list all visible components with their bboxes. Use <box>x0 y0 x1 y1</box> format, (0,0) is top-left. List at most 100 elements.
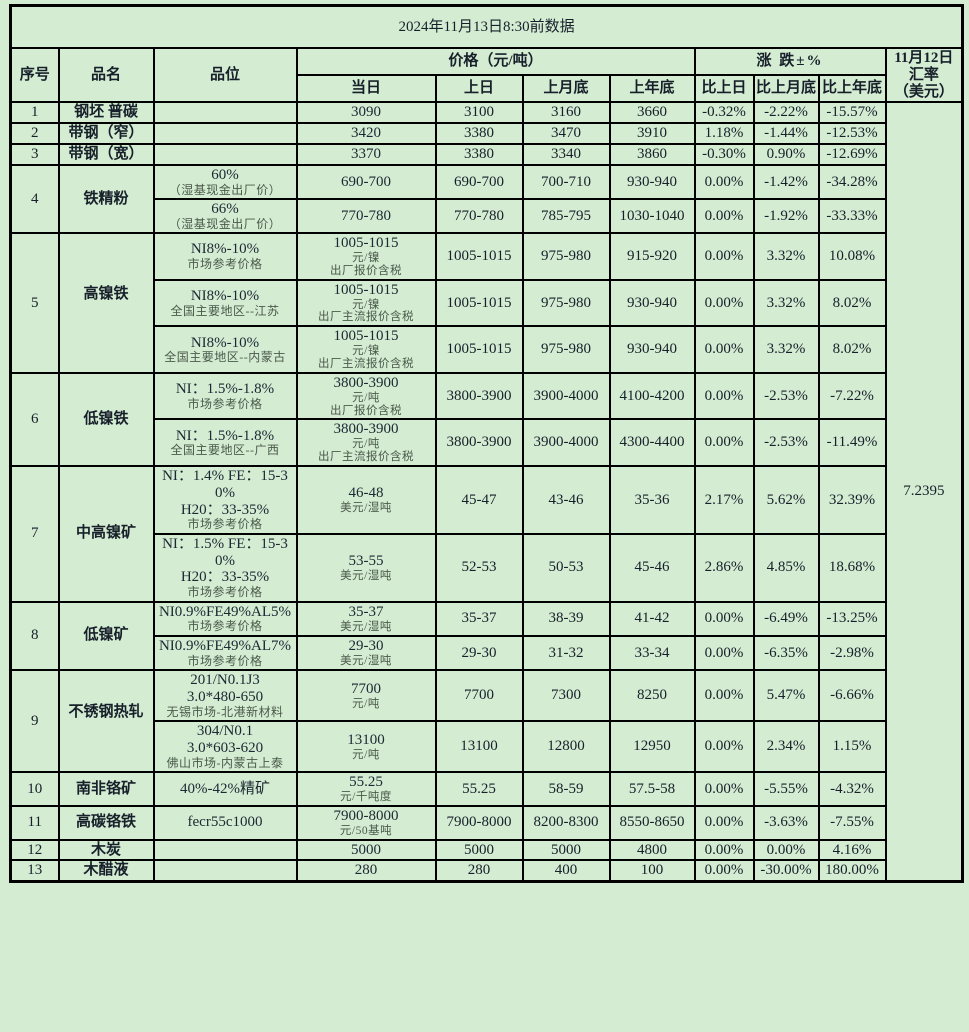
price-prevyear-cell: 33-34 <box>608 634 696 672</box>
grade-line1: NI：1.4% FE：15-30% <box>162 467 288 501</box>
product-name-line1: 高镍铁 <box>83 286 129 303</box>
change-vs-prevmonth-cell: 0.00% <box>752 838 820 862</box>
price-prevyear-cell: 8550-8650 <box>608 804 696 841</box>
price-today-value: 7900-8000 <box>333 807 399 824</box>
grade-main: 60% <box>211 166 239 183</box>
price-today-unit1: 美元/湿吨 <box>340 501 392 514</box>
grade-line1: 304/N0.1 <box>196 723 254 740</box>
price-prevday-cell: 1005-1015 <box>434 325 524 374</box>
price-today-value: 53-55 <box>348 552 384 569</box>
price-prevday-cell: 7700 <box>434 669 524 723</box>
price-prevyear-cell: 4300-4400 <box>608 418 696 467</box>
price-today-value: 1005-1015 <box>333 235 399 252</box>
grade-main: NI0.9%FE49%AL7% <box>158 637 292 654</box>
price-prevday-cell: 3100 <box>434 101 524 125</box>
price-prevday-cell: 3380 <box>434 142 524 166</box>
grade-cell: NI：1.4% FE：15-30% H20：33-35% 市场参考价格 <box>152 464 298 535</box>
price-prevday-cell: 3800-3900 <box>434 371 524 421</box>
price-today-cell: 3370 <box>295 142 437 166</box>
table-row: 3 带钢（宽） 3370 3380 3340 3860 -0.30% 0.90% -12.69% <box>9 142 963 166</box>
product-name-cell: 不锈钢热轧钢带 <box>57 669 155 774</box>
product-name-cell: 带钢（宽） <box>57 142 155 166</box>
price-today-unit2: 出厂报价含税 <box>330 264 402 277</box>
table-row: 12 木炭 5000 5000 5000 4800 0.00% 0.00% 4.16% <box>9 838 963 862</box>
grade-main: NI：1.5%-1.8% <box>175 381 275 398</box>
change-vs-prevday-cell: -0.30% <box>693 142 755 166</box>
grade-sub: 市场参考价格 <box>187 517 263 532</box>
price-prevmonth-cell: 785-795 <box>521 198 611 235</box>
price-today-value: 280 <box>354 862 378 879</box>
price-today-value: 690-700 <box>341 173 391 190</box>
grade-sub: 全国主要地区--广西 <box>170 443 280 458</box>
grade-cell <box>152 142 298 166</box>
price-prevday-cell: 35-37 <box>434 600 524 637</box>
price-today-value: 7700 <box>351 680 381 697</box>
change-vs-prevyear-cell: 32.39% <box>817 464 887 535</box>
price-today-unit1: 元/千吨度 <box>340 790 392 803</box>
change-vs-prevyear-cell: 1.15% <box>817 720 887 774</box>
price-today-cell: 53-55 美元/湿吨 <box>295 532 437 603</box>
price-prevmonth-cell: 3900-4000 <box>521 418 611 467</box>
change-vs-prevday-cell: 0.00% <box>693 859 755 883</box>
col-header-fx: 11月12日 汇率 （美元） <box>884 46 964 104</box>
price-today-cell: 280 <box>295 859 437 883</box>
table-row: 10 南非铬矿 40%-42%精矿 55.25 元/千吨度 55.25 58-59 57.5-… <box>9 771 963 807</box>
price-today-cell: 7900-8000 元/50基吨 <box>295 804 437 841</box>
col-header-name: 品名 <box>57 46 155 104</box>
table-row: 5高镍铁（国产）NI8%-10%市场参考价格1005-1015元/镍出厂报价含税… <box>9 232 963 374</box>
price-prevyear-cell: 930-940 <box>608 278 696 328</box>
grade-sub: 市场参考价格 <box>187 396 263 411</box>
product-name-line1: 不锈钢热轧 <box>68 704 144 721</box>
grade-sub: 全国主要地区--内蒙古 <box>164 350 286 365</box>
row-index-cell: 4 <box>9 163 60 235</box>
grade-cell: 40%-42%精矿 <box>152 771 298 807</box>
price-prevyear-cell: 4100-4200 <box>608 371 696 421</box>
price-prevday-cell: 7900-8000 <box>434 804 524 841</box>
price-today-unit1: 元/镍 <box>352 345 380 358</box>
change-vs-prevyear-cell: 180.00% <box>817 859 887 883</box>
price-prevyear-cell: 8250 <box>608 669 696 723</box>
grade-main: 66% <box>211 201 239 218</box>
price-today-value: 3370 <box>351 145 381 162</box>
col-header-prevday: 上日 <box>434 74 524 104</box>
price-prevday-cell: 3380 <box>434 122 524 145</box>
grade-main: NI8%-10% <box>190 241 260 258</box>
price-today-unit1: 元/吨 <box>352 748 380 761</box>
price-prevday-cell: 690-700 <box>434 163 524 201</box>
product-name-cell: 南非铬矿 <box>57 771 155 807</box>
product-name-cell: 铁精粉 <box>57 163 155 235</box>
table-row: 2 带钢（窄） 3420 3380 3470 3910 1.18% -1.44% -12.53% <box>9 122 963 145</box>
price-today-cell: 3090 <box>295 101 437 125</box>
price-today-value: 55.25 <box>349 774 383 791</box>
change-vs-prevmonth-cell: 3.32% <box>752 325 820 374</box>
price-today-value: 3800-3900 <box>333 374 399 391</box>
grade-cell: 304/N0.1 3.0*603-620 佛山市场-内蒙古上泰 <box>152 720 298 774</box>
change-vs-prevyear-cell: -4.32% <box>817 771 887 807</box>
price-today-cell: 35-37 美元/湿吨 <box>295 600 437 637</box>
row-index-cell: 1 <box>9 101 60 125</box>
price-prevmonth-cell: 8200-8300 <box>521 804 611 841</box>
price-prevday-cell: 45-47 <box>434 464 524 535</box>
table-row: 66% （湿基现金出厂价） 770-780 770-780 785-795 1030-10… <box>11 198 963 235</box>
product-name-cell: 高镍铁（国产） <box>57 232 155 374</box>
price-prevmonth-cell: 975-980 <box>521 325 611 374</box>
row-index-cell: 3 <box>9 142 60 166</box>
grade-line2: H20：33-35% <box>180 569 270 586</box>
table-row: 7 中高镍矿 NI：1.4% FE：15-30% H20：33-35% 市场参考价格 46… <box>9 464 963 603</box>
col-header-grade: 品位 <box>152 46 298 104</box>
change-vs-prevday-cell: 2.86% <box>693 532 755 603</box>
col-header-prevmonth: 上月底 <box>521 74 611 104</box>
price-prevyear-cell: 915-920 <box>608 232 696 281</box>
price-prevyear-cell: 3910 <box>608 122 696 145</box>
table-row: 6 低镍铁 NI：1.5%-1.8% 市场参考价格 3800-3900 元/吨 出厂报价含税… <box>9 371 963 467</box>
price-today-cell: 3800-3900 元/吨 出厂主流报价含税 <box>295 418 437 467</box>
price-today-unit1: 元/吨 <box>352 438 380 451</box>
col-header-index: 序号 <box>9 46 60 104</box>
price-today-cell: 3420 <box>295 122 437 145</box>
change-vs-prevyear-cell: 8.02% <box>817 278 887 328</box>
price-today-unit1: 元/镍 <box>352 298 380 311</box>
price-prevmonth-cell: 31-32 <box>521 634 611 672</box>
table-row: NI8%-10% 全国主要地区--江苏 1005-1015 元/镍 出厂主流报价含税 10… <box>11 278 963 328</box>
price-prevmonth-cell: 700-710 <box>521 163 611 201</box>
grade-cell <box>152 101 298 125</box>
